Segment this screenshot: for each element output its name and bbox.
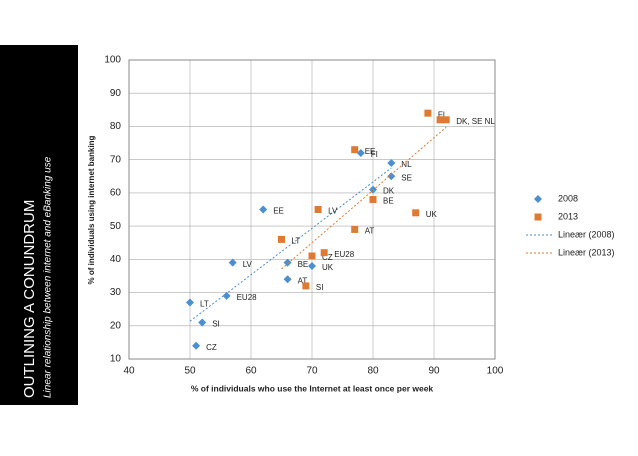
- point-label: EU28: [334, 250, 355, 259]
- y-tick-label: 70: [110, 154, 122, 165]
- sidebar-subtitle: Linear relationship between internet and…: [43, 156, 54, 398]
- legend-label: Lineær (2013): [558, 247, 615, 257]
- point-label: LV: [243, 260, 253, 269]
- y-tick-label: 10: [110, 354, 122, 365]
- point-label: FI: [371, 150, 378, 159]
- x-tick-label: 90: [428, 366, 440, 377]
- point-label: SI: [212, 320, 220, 329]
- y-tick-label: 40: [110, 254, 122, 265]
- point-label: DK: [383, 187, 395, 196]
- point: [320, 249, 328, 257]
- point: [186, 298, 194, 307]
- y-tick-label: 20: [110, 320, 122, 331]
- x-axis-title: % of individuals who use the Internet at…: [191, 383, 434, 393]
- point-label: UK: [322, 263, 334, 272]
- point: [387, 172, 396, 181]
- legend-label: 2013: [558, 211, 578, 221]
- point: [351, 146, 359, 154]
- point-label: NL: [401, 160, 412, 169]
- point: [351, 225, 359, 233]
- point-label: UK: [426, 210, 438, 219]
- point-label: LV: [328, 207, 338, 216]
- point-label: LT: [200, 300, 209, 309]
- y-tick-label: 50: [110, 221, 122, 232]
- point-label: EE: [365, 147, 376, 156]
- legend-label: 2008: [558, 193, 578, 203]
- y-tick-label: 30: [110, 287, 122, 298]
- point: [442, 116, 450, 124]
- y-tick-label: 100: [104, 55, 121, 66]
- y-tick-label: 60: [110, 188, 122, 199]
- x-tick-label: 100: [487, 366, 504, 377]
- trend-line: [281, 126, 447, 270]
- x-tick-label: 80: [367, 366, 379, 377]
- point-label: EU28: [237, 293, 258, 302]
- y-tick-label: 90: [110, 88, 122, 99]
- point: [283, 258, 292, 267]
- point: [259, 205, 268, 214]
- point: [436, 116, 444, 124]
- point-label: DK, SE NL: [456, 117, 495, 126]
- point: [424, 109, 432, 117]
- point-label: AT: [365, 227, 375, 236]
- x-tick-label: 60: [245, 366, 257, 377]
- point: [192, 341, 201, 350]
- point: [308, 261, 316, 270]
- x-tick-label: 50: [184, 366, 196, 377]
- point: [387, 158, 396, 167]
- point: [356, 149, 365, 158]
- point: [302, 282, 310, 290]
- y-tick-label: 80: [110, 121, 122, 132]
- legend-label: Lineær (2008): [558, 229, 615, 239]
- legend-marker: [534, 213, 542, 221]
- plot-border: [128, 59, 496, 360]
- point-label: EE: [273, 207, 284, 216]
- point: [369, 185, 377, 194]
- point: [228, 258, 237, 267]
- point-label: BE: [383, 197, 394, 206]
- x-tick-label: 70: [306, 366, 318, 377]
- point-label: BE: [298, 260, 309, 269]
- point-label: CZ: [206, 343, 217, 352]
- point-label: FI: [438, 110, 445, 119]
- y-axis-title: % of individuals using internet banking: [87, 135, 96, 284]
- point: [198, 318, 207, 327]
- point: [278, 235, 285, 243]
- point-label: LT: [292, 237, 301, 246]
- point: [369, 196, 377, 204]
- x-tick-label: 40: [123, 366, 135, 377]
- sidebar: [0, 45, 78, 405]
- point: [314, 206, 322, 213]
- point: [283, 275, 292, 284]
- sidebar-title: OUTLINING A CONUNDRUM: [21, 200, 38, 398]
- point: [308, 252, 316, 260]
- point: [222, 291, 231, 300]
- point: [412, 209, 420, 217]
- point-label: AT: [298, 276, 308, 285]
- legend-marker: [534, 195, 542, 203]
- point-label: CZ: [322, 253, 333, 262]
- point-label: SE: [401, 173, 412, 182]
- point-label: SI: [316, 283, 324, 292]
